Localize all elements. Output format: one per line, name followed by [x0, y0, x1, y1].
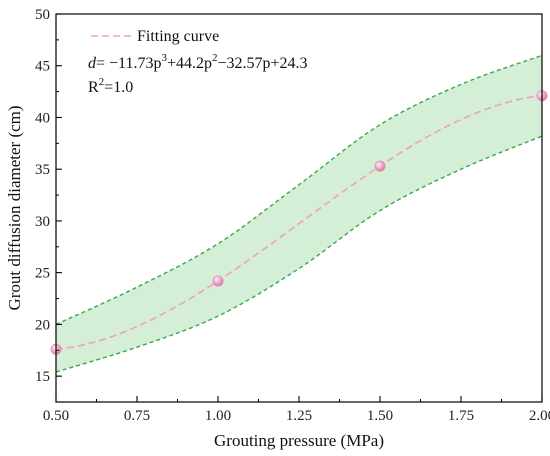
y-tick-label: 20 [35, 317, 50, 333]
legend-fitting-curve-label: Fitting curve [137, 28, 219, 45]
r-squared: R2=1.0 [88, 76, 133, 96]
y-tick-label: 15 [35, 369, 50, 385]
equation-part-2: +44.2p [167, 55, 212, 72]
r-squared-symbol: R [88, 79, 99, 96]
y-tick-label: 35 [35, 162, 50, 178]
data-point [374, 160, 386, 172]
y-tick-label: 30 [35, 214, 50, 230]
r-squared-value: =1.0 [104, 79, 133, 96]
x-tick-label: 2.00 [529, 408, 550, 424]
x-tick-label: 1.00 [205, 408, 231, 424]
confidence-band-upper-line [55, 54, 543, 326]
legend: Fitting curve [91, 28, 219, 45]
x-tick-label: 0.50 [43, 408, 69, 424]
y-tick-label: 45 [35, 59, 50, 75]
x-axis-title: Grouting pressure (MPa) [214, 431, 384, 450]
y-tick-label: 40 [35, 110, 50, 126]
confidence-band [55, 54, 543, 373]
equation-variable: d [88, 55, 97, 72]
fit-equation: d= −11.73p3+44.2p2−32.57p+24.3 [88, 52, 308, 72]
y-tick-label: 50 [35, 7, 50, 23]
confidence-band-fill [56, 55, 542, 372]
equation-exponent-3: 3 [161, 52, 167, 64]
x-tick-label: 0.75 [124, 408, 150, 424]
x-axis: 0.50 0.75 1.00 1.25 1.50 1.75 2.00 [43, 396, 550, 424]
confidence-band-lower-line [55, 135, 543, 373]
y-tick-label: 25 [35, 266, 50, 282]
equation-exponent-2: 2 [212, 52, 218, 64]
y-axis-title: Grout diffusion diameter (cm) [5, 105, 24, 310]
r-squared-exponent: 2 [99, 76, 105, 88]
x-tick-label: 1.50 [367, 408, 393, 424]
x-tick-label: 1.75 [448, 408, 474, 424]
y-axis: 15 20 25 30 35 40 45 50 [35, 7, 62, 385]
fitting-curve [55, 94, 543, 351]
equation-part-1: = −11.73p [96, 55, 161, 72]
equation-part-3: −32.57p+24.3 [217, 55, 307, 72]
x-tick-label: 1.25 [286, 408, 312, 424]
data-point [212, 275, 224, 287]
